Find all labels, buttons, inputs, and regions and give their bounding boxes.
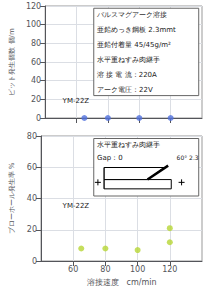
svg-text:60: 60 xyxy=(31,58,41,67)
svg-text:亜鉛めっき鋼板 2.3mmt: 亜鉛めっき鋼板 2.3mmt xyxy=(97,26,176,34)
svg-text:20: 20 xyxy=(31,95,41,104)
svg-text:100: 100 xyxy=(130,265,145,274)
svg-text:20: 20 xyxy=(27,225,37,234)
svg-text:YM-22Z: YM-22Z xyxy=(62,97,90,105)
svg-text:ブローホール発生率 %: ブローホール発生率 % xyxy=(8,162,16,234)
svg-text:水平重ねすみ肉継手: 水平重ねすみ肉継手 xyxy=(97,56,160,64)
svg-text:溶 接 電 流：220A: 溶 接 電 流：220A xyxy=(97,71,157,79)
svg-text:ピット発生個数 個/m: ピット発生個数 個/m xyxy=(8,28,16,96)
svg-text:0: 0 xyxy=(32,257,37,266)
svg-text:Gap：0: Gap：0 xyxy=(97,154,123,162)
svg-text:亜鉛付着量 45/45g/m²: 亜鉛付着量 45/45g/m² xyxy=(97,41,171,49)
svg-text:パルスマグアーク溶接: パルスマグアーク溶接 xyxy=(96,11,167,19)
svg-text:80: 80 xyxy=(100,265,110,274)
svg-text:60° 2.3: 60° 2.3 xyxy=(177,154,199,161)
svg-text:120: 120 xyxy=(162,265,177,274)
svg-text:0: 0 xyxy=(36,114,41,123)
svg-text:溶接速度 cm/min: 溶接速度 cm/min xyxy=(87,278,157,287)
svg-text:40: 40 xyxy=(31,76,41,85)
svg-text:水平重ねすみ肉継手: 水平重ねすみ肉継手 xyxy=(97,141,160,149)
svg-text:40: 40 xyxy=(27,194,37,203)
svg-text:80: 80 xyxy=(31,39,41,48)
svg-text:100: 100 xyxy=(26,20,41,29)
svg-text:アーク電圧：22V: アーク電圧：22V xyxy=(97,86,153,94)
svg-text:YM-22Z: YM-22Z xyxy=(62,202,90,210)
svg-text:80: 80 xyxy=(27,132,37,141)
svg-text:60: 60 xyxy=(27,163,37,172)
svg-text:120: 120 xyxy=(26,2,41,11)
svg-text:60: 60 xyxy=(68,265,78,274)
